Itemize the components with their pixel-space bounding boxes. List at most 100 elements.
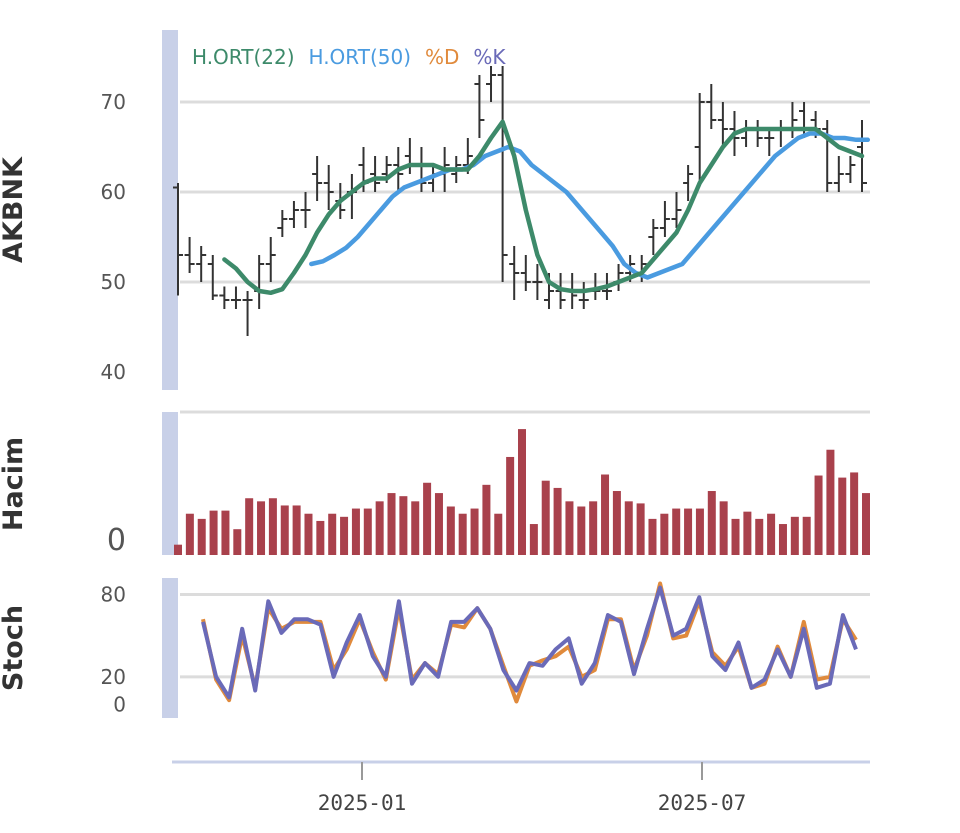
volume-bar: [446, 506, 455, 555]
volume-bar: [636, 503, 645, 555]
ohlc-bar: [833, 156, 844, 192]
ohlc-bar: [474, 75, 485, 138]
volume-bar: [363, 508, 372, 555]
volume-bar: [316, 520, 325, 555]
ohlc-bar: [717, 102, 728, 147]
ohlc-bar: [416, 147, 427, 192]
volume-bar: [601, 474, 610, 555]
volume-tick-label: 0: [107, 523, 126, 558]
volume-bar: [494, 513, 503, 555]
volume-bar: [482, 484, 491, 555]
volume-bar: [731, 518, 740, 555]
ohlc-bar: [532, 264, 543, 300]
price-tick-label: 50: [101, 270, 126, 294]
volume-bar: [565, 501, 574, 555]
volume-bar: [778, 524, 787, 555]
volume-bar: [257, 501, 266, 555]
ohlc-bar: [265, 237, 276, 282]
volume-bar: [767, 513, 776, 555]
volume-bar: [340, 516, 349, 555]
volume-bar: [245, 498, 254, 555]
volume-bar: [850, 472, 859, 555]
x-tick-label: 2025-07: [658, 791, 747, 815]
volume-bar: [506, 456, 515, 555]
ohlc-bar: [613, 264, 624, 291]
volume-bar: [648, 518, 657, 555]
ohlc-bar: [230, 286, 241, 309]
legend-item: %K: [473, 45, 506, 69]
volume-bar: [814, 475, 823, 555]
panel-axis-bar-1: [162, 30, 178, 390]
legend-item: H.ORT(22): [192, 45, 295, 69]
volume-bar: [280, 505, 289, 555]
volume-bar: [624, 501, 633, 555]
ohlc-bar: [659, 201, 670, 237]
ohlc-bar: [683, 165, 694, 201]
ohlc-bar: [300, 192, 311, 228]
volume-bar: [553, 487, 562, 555]
ohlc-bar: [173, 183, 183, 296]
volume-bar: [411, 501, 420, 555]
ohlc-bar: [578, 282, 589, 309]
ma50-line: [309, 131, 871, 280]
volume-axis-label: Hacim: [0, 437, 29, 531]
volume-bar: [612, 491, 621, 555]
price-tick-label: 60: [101, 180, 126, 204]
volume-bar: [518, 429, 526, 555]
ohlc-bar: [196, 246, 207, 282]
stoch-tick-label: 80: [101, 582, 126, 606]
ohlc-bar: [370, 156, 381, 192]
volume-bar: [695, 508, 704, 555]
volume-bar: [458, 513, 467, 555]
ohlc-bar: [741, 120, 752, 147]
ohlc-bar: [277, 210, 288, 237]
ohlc-bar: [497, 66, 508, 282]
volume-bar: [399, 496, 408, 555]
ohlc-bar: [520, 255, 531, 291]
price-axis-label: AKBNK: [0, 156, 29, 263]
ma22-line: [222, 119, 865, 296]
ohlc-bar: [752, 120, 763, 147]
volume-bar: [328, 513, 337, 555]
ohlc-bar: [288, 201, 299, 228]
price-tick-label: 70: [101, 90, 126, 114]
legend-item: %D: [425, 45, 459, 69]
ohlc-bar: [219, 286, 230, 309]
volume-bar: [529, 524, 538, 555]
ohlc-bar: [694, 93, 705, 183]
stoch-tick-label: 0: [113, 692, 126, 716]
volume-bar: [672, 508, 681, 555]
volume-bar: [292, 505, 301, 555]
volume-bar: [660, 513, 669, 555]
stoch-axis-label: Stoch: [0, 605, 29, 691]
ohlc-bar: [184, 237, 195, 273]
price-tick-label: 40: [101, 360, 126, 384]
volume-bar: [304, 513, 313, 555]
volume-bar: [826, 449, 835, 555]
volume-bar: [541, 480, 550, 555]
ohlc-bar: [312, 156, 323, 201]
legend-item: H.ORT(50): [309, 45, 412, 69]
volume-bar: [268, 498, 277, 555]
ohlc-bar: [822, 120, 833, 192]
ohlc-bar: [764, 129, 775, 156]
volume-bar: [802, 516, 811, 555]
volume-bar: [233, 529, 242, 555]
volume-bar: [209, 510, 218, 555]
ohlc-bar: [671, 192, 682, 228]
volume-bar: [707, 491, 716, 555]
ohlc-bar: [775, 120, 786, 147]
volume-bar: [423, 482, 432, 555]
volume-bar: [375, 501, 384, 555]
volume-bar: [862, 493, 870, 555]
ohlc-bar: [787, 102, 798, 138]
ohlc-bar: [207, 255, 218, 300]
ohlc-bar: [486, 66, 497, 102]
volume-bar: [577, 506, 586, 555]
ohlc-bar: [509, 246, 520, 300]
volume-bar: [387, 493, 396, 555]
x-tick-label: 2025-01: [318, 791, 407, 815]
volume-bar: [174, 544, 182, 555]
